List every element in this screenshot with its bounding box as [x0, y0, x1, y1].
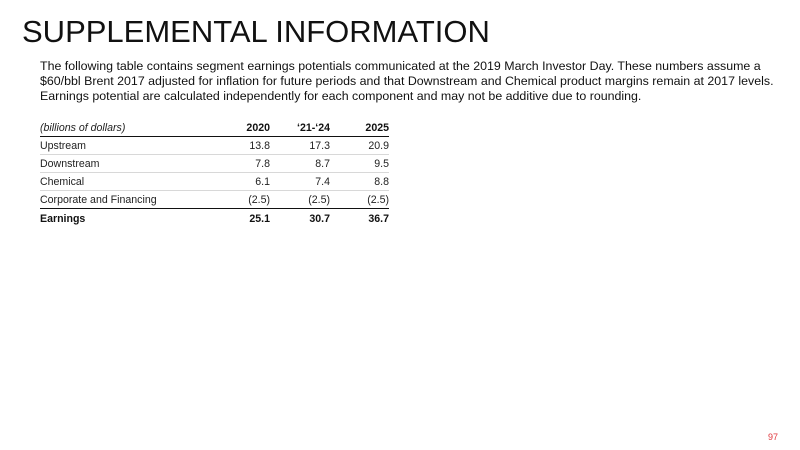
row-label-chemical: Chemical — [40, 172, 215, 191]
cell-upstream-2020: 13.8 — [215, 136, 270, 155]
cell-chemical-2020: 6.1 — [215, 172, 270, 191]
table-total-row: Earnings 25.1 30.7 36.7 — [40, 209, 389, 229]
cell-corporate-2025: (2.5) — [330, 190, 389, 209]
cell-downstream-21-24: 8.7 — [270, 154, 330, 173]
intro-paragraph: The following table contains segment ear… — [40, 59, 774, 104]
cell-corporate-2020: (2.5) — [215, 190, 270, 209]
cell-downstream-2025: 9.5 — [330, 154, 389, 173]
table-row: Corporate and Financing (2.5) (2.5) (2.5… — [40, 190, 389, 209]
cell-earnings-2025: 36.7 — [368, 212, 389, 225]
cell-earnings-21-24: 30.7 — [309, 212, 330, 225]
column-header-21-24: ‘21-‘24 — [270, 120, 330, 137]
cell-chemical-21-24: 7.4 — [270, 172, 330, 191]
cell-chemical-2025: 8.8 — [330, 172, 389, 191]
earnings-potential-table: (billions of dollars) 2020 ‘21-‘24 2025 … — [40, 120, 389, 228]
cell-downstream-2020: 7.8 — [215, 154, 270, 173]
page-number: 97 — [767, 432, 778, 442]
table-row: Downstream 7.8 8.7 9.5 — [40, 154, 389, 173]
column-header-2025: 2025 — [330, 120, 389, 137]
row-label-upstream: Upstream — [40, 136, 215, 155]
row-label-earnings: Earnings — [40, 212, 86, 225]
column-header-2020: 2020 — [215, 120, 270, 137]
table-row: Upstream 13.8 17.3 20.9 — [40, 136, 389, 155]
table-row: Chemical 6.1 7.4 8.8 — [40, 172, 389, 191]
table-header-row: (billions of dollars) 2020 ‘21-‘24 2025 — [40, 120, 389, 137]
row-label-corporate-financing: Corporate and Financing — [40, 190, 215, 209]
cell-corporate-21-24: (2.5) — [270, 190, 330, 209]
page-title: SUPPLEMENTAL INFORMATION — [22, 14, 490, 49]
cell-upstream-21-24: 17.3 — [270, 136, 330, 155]
cell-earnings-2020: 25.1 — [249, 212, 270, 225]
row-label-downstream: Downstream — [40, 154, 215, 173]
cell-upstream-2025: 20.9 — [330, 136, 389, 155]
logo-watermark — [690, 410, 770, 424]
units-label: (billions of dollars) — [40, 120, 215, 137]
